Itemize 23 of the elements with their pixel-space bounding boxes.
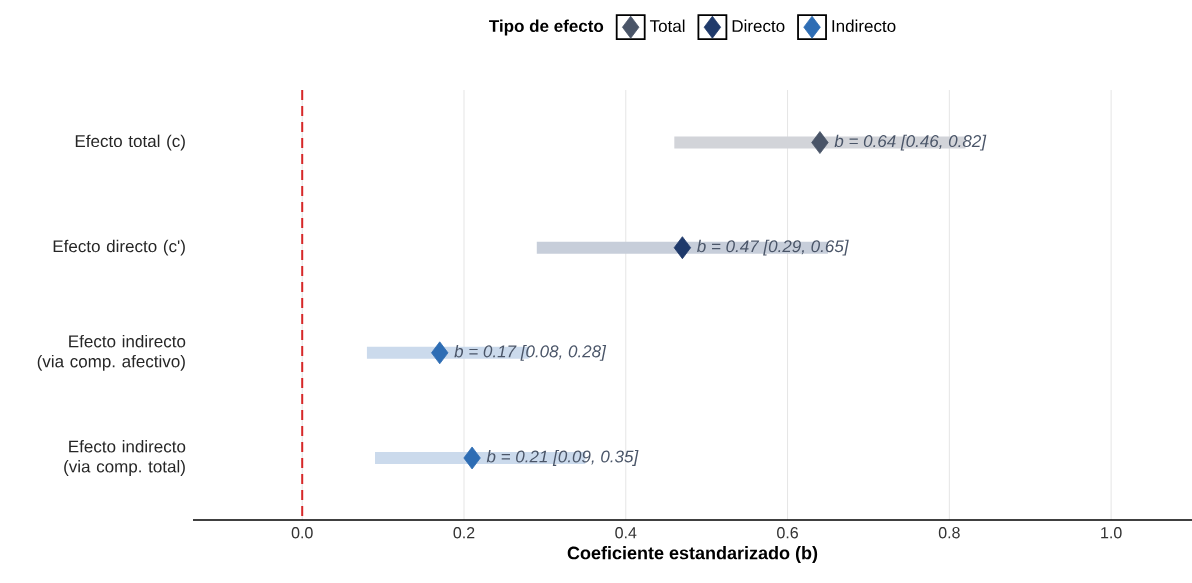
- x-tick-label: 0.4: [615, 527, 637, 539]
- legend-title: Tipo de efecto: [489, 19, 604, 36]
- y-tick-label: Efecto indirecto (via comp. total): [64, 440, 186, 476]
- x-tick-label: 0.8: [938, 527, 960, 539]
- data-label: b = 0.64 [0.46, 0.82]: [834, 134, 987, 151]
- x-tick-label: 1.0: [1101, 527, 1122, 539]
- data-label: b = 0.21 [0.09, 0.35]: [486, 450, 639, 466]
- point: [673, 236, 692, 260]
- data-label: b = 0.17 [0.08, 0.28]: [454, 344, 607, 361]
- x-tick-label: 0.0: [291, 527, 313, 539]
- legend-label: Directo: [732, 19, 785, 33]
- y-tick-label: Efecto directo (c'): [53, 239, 185, 256]
- point: [431, 341, 449, 365]
- data-label: b = 0.47 [0.29, 0.65]: [697, 239, 849, 256]
- legend-label: Indirecto: [832, 19, 896, 33]
- point: [811, 131, 829, 154]
- point: [463, 446, 481, 470]
- x-tick-label: 0.6: [777, 527, 798, 539]
- x-tick-label: 0.2: [453, 527, 475, 539]
- legend-label: Total: [649, 19, 685, 33]
- y-tick-label: Efecto total (c): [75, 134, 185, 151]
- x-axis-title: Coeficiente estandarizado (b): [567, 546, 818, 563]
- y-tick-label: Efecto indirecto (via comp. afectivo): [37, 334, 186, 371]
